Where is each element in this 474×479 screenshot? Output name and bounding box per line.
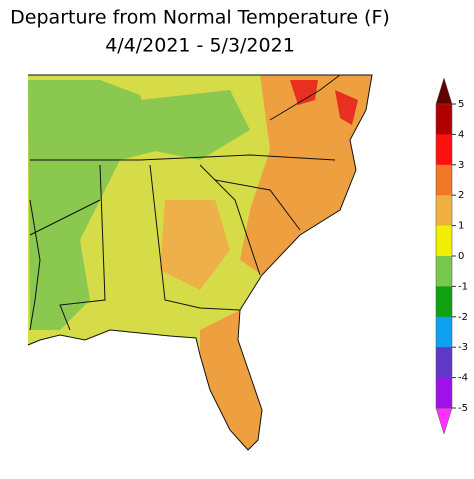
mountain-cool-area — [140, 90, 250, 160]
colorbar-tick-label: -2 — [458, 312, 468, 323]
colorbar-tick-label: -3 — [458, 342, 468, 353]
colorbar-segment — [436, 286, 452, 318]
map — [27, 74, 373, 451]
border — [269, 74, 341, 121]
colorbar-tick-label: 3 — [458, 160, 464, 171]
colorbar-tick-label: 1 — [458, 221, 464, 232]
border — [199, 164, 261, 276]
colorbar-segment — [436, 347, 452, 379]
colorbar-tick-label: -5 — [458, 403, 468, 414]
delmarva-hot-area — [335, 90, 358, 125]
border — [149, 164, 241, 311]
border — [27, 74, 373, 451]
colorbar-tick-label: 4 — [458, 129, 464, 140]
border — [30, 154, 336, 161]
east-warm-area — [240, 75, 372, 275]
border — [214, 179, 301, 231]
georgia-warm-area — [160, 200, 230, 290]
colorbar-tick-label: -4 — [458, 373, 468, 384]
colorbar: 5 4 3 2 1 0 -1 -2 -3 -4 -5 — [435, 77, 468, 435]
colorbar-segment — [436, 134, 452, 166]
border — [29, 199, 41, 331]
colorbar-segment — [436, 377, 452, 409]
west-cool-area — [28, 80, 160, 330]
northeast-hot-area — [290, 80, 318, 105]
colorbar-tick-label: -1 — [458, 281, 468, 292]
map-subtitle: 4/4/2021 - 5/3/2021 — [105, 35, 295, 57]
florida-warm-area — [200, 310, 262, 450]
border — [59, 164, 106, 331]
colorbar-segment — [436, 316, 452, 348]
colorbar-segment — [436, 104, 452, 135]
colorbar-tick-label: 5 — [458, 99, 464, 110]
colorbar-arrow-top — [435, 77, 453, 105]
state-borders — [27, 74, 373, 451]
colorbar-segment — [436, 256, 452, 287]
colorbar-segment — [436, 225, 452, 257]
map-title: Departure from Normal Temperature (F) — [10, 7, 390, 29]
ocean-left — [110, 330, 200, 355]
colorbar-segment — [436, 164, 452, 196]
border — [29, 199, 101, 236]
colorbar-tick-label: 2 — [458, 190, 464, 201]
colorbar-arrow-bottom — [435, 407, 453, 435]
colorbar-tick-label: 0 — [458, 251, 464, 262]
colorbar-segment — [436, 195, 452, 227]
